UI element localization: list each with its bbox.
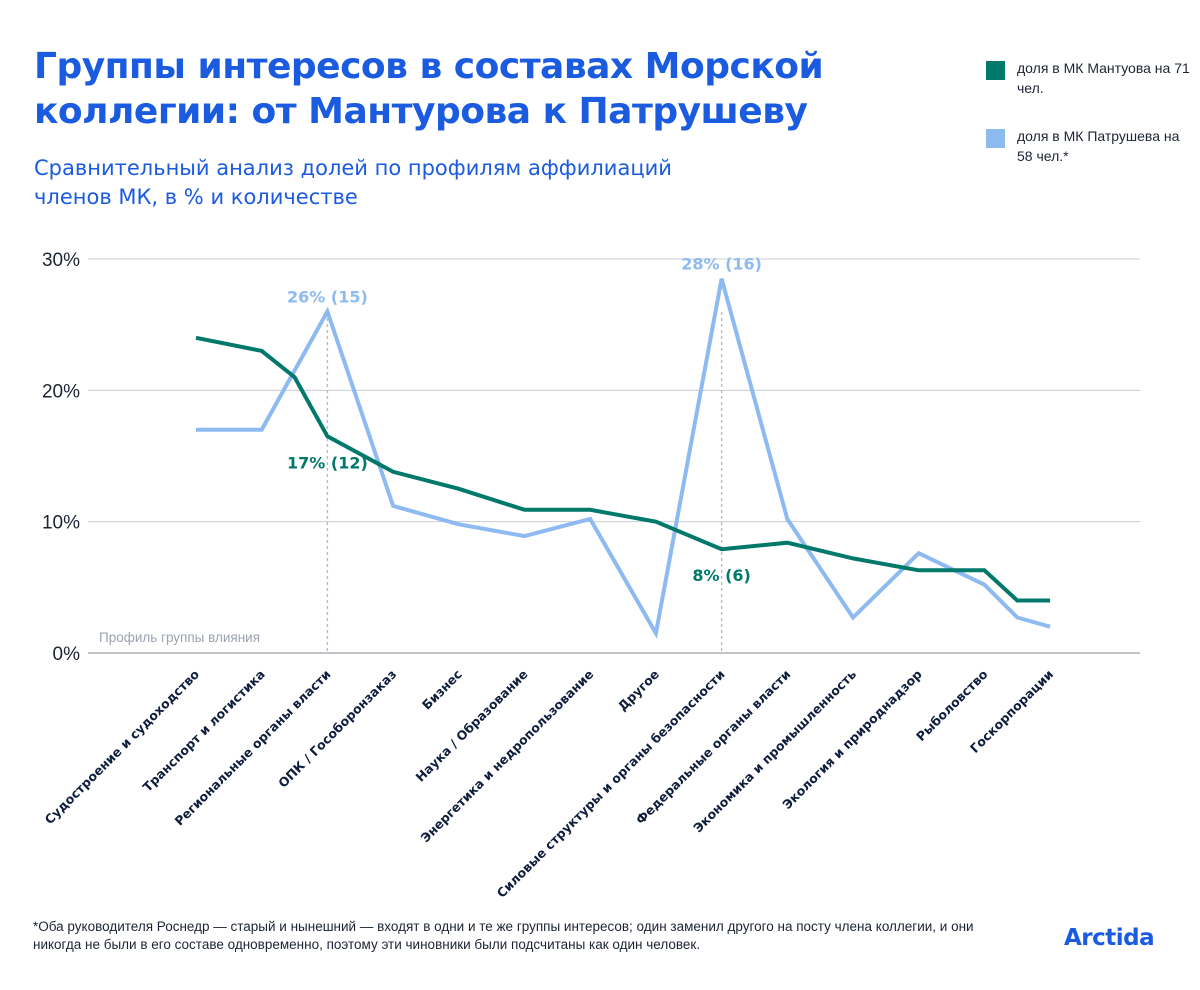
chart-title: Группы интересов в составах Морской колл… xyxy=(34,46,824,132)
arctida-logo: Arctida xyxy=(1064,925,1155,951)
x-category-label: Силовые структуры и органы безопасности xyxy=(494,667,728,900)
chart-subtitle: Сравнительный анализ долей по профилям а… xyxy=(34,156,672,209)
y-tick-label: 0% xyxy=(53,644,81,665)
series-line-patrushev xyxy=(196,278,1051,640)
series-lines xyxy=(195,278,1051,640)
legend-swatch-manturov xyxy=(986,61,1005,80)
x-category-label: Наука / Образование xyxy=(413,667,531,785)
data-label: 28% (16) xyxy=(681,255,762,274)
grid-lines xyxy=(88,258,1140,654)
x-category-label: ОПК / Гособоронзаказ xyxy=(275,667,399,791)
legend-label-patrushev: доля в МК Патрушева на 58 чел.* xyxy=(1017,128,1180,164)
x-category-label: Экология и природнадзор xyxy=(779,666,924,811)
annotation-guides xyxy=(326,312,723,653)
x-category-label: Бизнес xyxy=(419,667,465,713)
data-label: 26% (15) xyxy=(287,288,368,307)
y-tick-label: 30% xyxy=(42,250,80,271)
legend-swatch-patrushev xyxy=(986,129,1005,148)
line-chart: 30% 20% 10% 0% Профиль группы влияния 26% (… xyxy=(41,250,1140,900)
x-category-label: Транспорт и логистика xyxy=(140,667,268,795)
legend-label-manturov: доля в МК Мантуова на 71 чел. xyxy=(1017,60,1190,96)
y-axis-ticks: 30% 20% 10% 0% xyxy=(42,250,80,665)
x-category-label: Другое xyxy=(615,667,662,714)
y-tick-label: 10% xyxy=(42,513,80,534)
data-label: 17% (12) xyxy=(287,453,368,472)
data-annotations: 26% (15) 17% (12) 28% (16) 8% (6) xyxy=(287,255,762,586)
series-line-manturov xyxy=(195,335,1051,603)
footnote: *Оба руководителя Роснедр — старый и нын… xyxy=(33,919,974,952)
data-label: 8% (6) xyxy=(692,566,751,585)
y-tick-label: 20% xyxy=(42,381,80,402)
x-axis-title: Профиль группы влияния xyxy=(99,630,260,645)
